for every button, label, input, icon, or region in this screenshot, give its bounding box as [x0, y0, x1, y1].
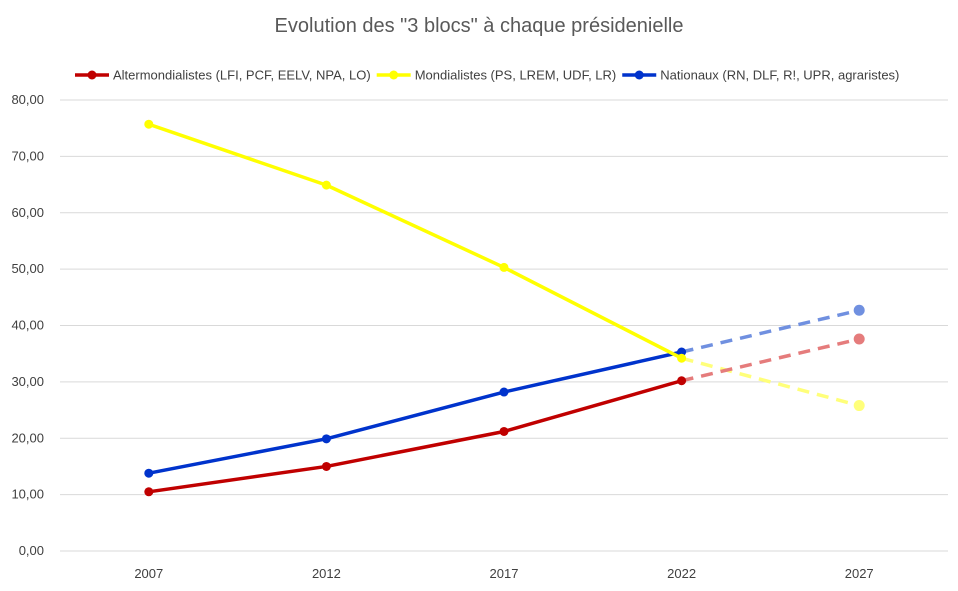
y-tick-label: 80,00 — [11, 92, 44, 107]
legend-label: Nationaux (RN, DLF, R!, UPR, agraristes) — [660, 68, 899, 83]
series-line — [147, 350, 684, 475]
x-tick-label: 2012 — [312, 566, 341, 581]
data-point — [499, 387, 509, 397]
data-point — [321, 434, 331, 444]
legend-swatch-marker — [634, 70, 644, 80]
series-line — [147, 122, 684, 360]
x-tick-label: 2027 — [845, 566, 874, 581]
y-tick-label: 30,00 — [11, 374, 44, 389]
series-projection-line — [681, 356, 860, 408]
series-0 — [144, 333, 865, 497]
legend-label: Mondialistes (PS, LREM, UDF, LR) — [415, 68, 617, 83]
grid-lines — [60, 99, 948, 552]
data-point — [677, 347, 687, 357]
series-lines — [144, 119, 865, 497]
x-tick-label: 2022 — [667, 566, 696, 581]
x-tick-label: 2007 — [134, 566, 163, 581]
y-tick-label: 0,00 — [19, 543, 44, 558]
y-tick-label: 20,00 — [11, 430, 44, 445]
legend-item: Mondialistes (PS, LREM, UDF, LR) — [376, 68, 617, 83]
series-projection-line — [681, 337, 860, 383]
x-axis-ticks: 2007 2012 2017 2022 2027 — [134, 566, 873, 581]
data-point — [853, 333, 865, 345]
y-tick-label: 50,00 — [11, 261, 44, 276]
legend-swatch-marker — [87, 70, 97, 80]
data-point — [853, 400, 865, 412]
series-projection-line — [681, 308, 860, 354]
y-tick-label: 40,00 — [11, 318, 44, 333]
data-point — [499, 262, 509, 272]
y-tick-label: 10,00 — [11, 487, 44, 502]
data-point — [144, 119, 154, 129]
legend-label: Altermondialistes (LFI, PCF, EELV, NPA, … — [113, 68, 371, 83]
y-axis-ticks: 0,00 10,00 20,00 30,00 40,00 50,00 60,00 70,00 8… — [11, 92, 44, 558]
y-tick-label: 70,00 — [11, 148, 44, 163]
series-1 — [144, 119, 865, 412]
series-line — [147, 378, 684, 494]
data-point — [144, 468, 154, 478]
data-point — [677, 376, 687, 386]
data-point — [321, 461, 331, 471]
data-point — [499, 426, 509, 436]
legend-item: Nationaux (RN, DLF, R!, UPR, agraristes) — [622, 68, 899, 83]
legend-item: Altermondialistes (LFI, PCF, EELV, NPA, … — [75, 68, 371, 83]
y-tick-label: 60,00 — [11, 205, 44, 220]
data-point — [853, 304, 865, 316]
x-tick-label: 2017 — [490, 566, 519, 581]
data-point — [144, 487, 154, 497]
data-point — [677, 353, 687, 363]
chart-title: Evolution des "3 blocs" à chaque préside… — [275, 15, 684, 37]
series-2 — [144, 304, 865, 478]
legend-swatch-marker — [389, 70, 399, 80]
data-point — [321, 180, 331, 190]
legend: Altermondialistes (LFI, PCF, EELV, NPA, … — [75, 68, 899, 83]
